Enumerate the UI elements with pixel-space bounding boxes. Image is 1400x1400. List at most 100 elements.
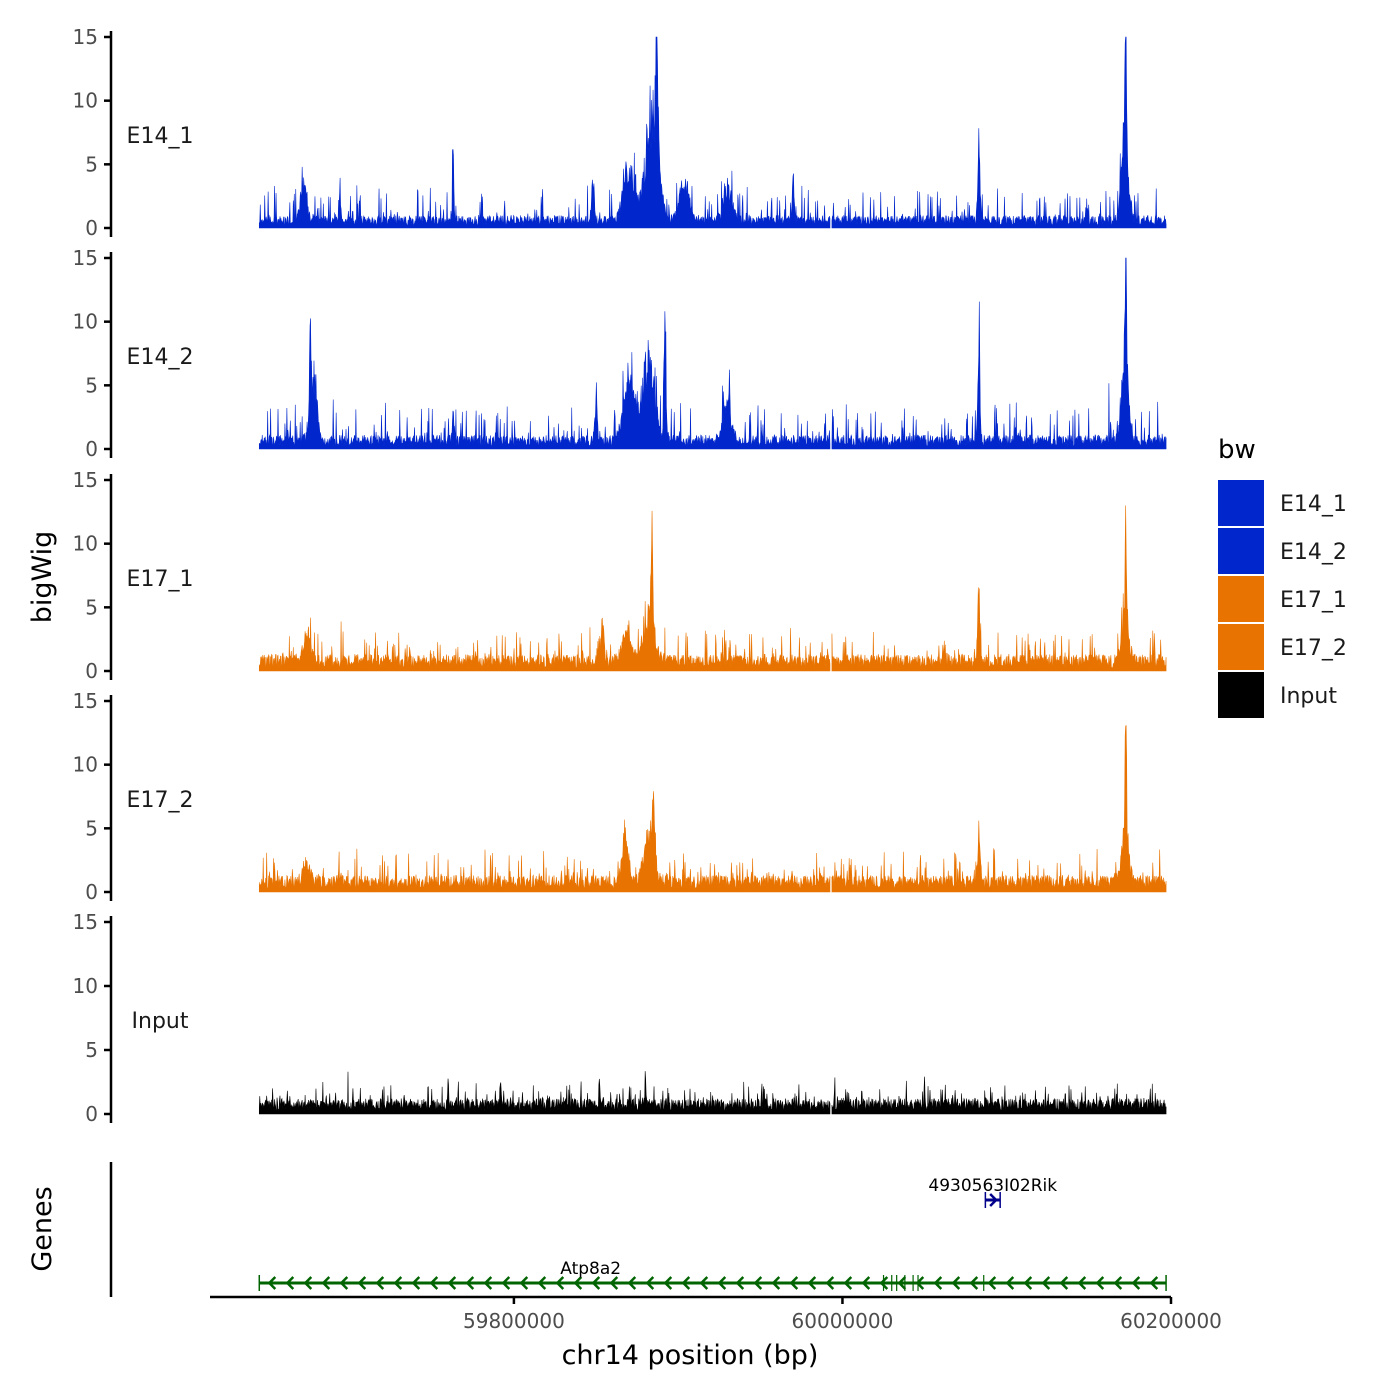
track-E17_2: 0 5 10 15 E17_2 [73, 689, 1167, 904]
y-axis-title: bigWig [27, 531, 58, 624]
y-tick-label: 5 [85, 1038, 98, 1062]
legend-label: E17_2 [1280, 636, 1347, 661]
coverage-area-E14_1 [258, 36, 1167, 229]
y-tick-label: 0 [85, 1102, 98, 1126]
strand-arrow [321, 1276, 331, 1290]
track-E14_2: 0 5 10 15 E14_2 [73, 246, 1167, 461]
strand-arrow [989, 1193, 998, 1207]
strand-arrow [1023, 1276, 1033, 1290]
strand-arrow [771, 1276, 781, 1290]
y-tick-label: 15 [73, 689, 98, 713]
strand-arrow [1005, 1276, 1015, 1290]
strand-arrow [825, 1276, 835, 1290]
x-axis-title: chr14 position (bp) [562, 1340, 819, 1371]
genes-track-title: Genes [27, 1186, 58, 1271]
strand-arrow [1077, 1276, 1087, 1290]
y-tick-label: 0 [85, 659, 98, 683]
coverage-tracks: 0 5 10 15 E14_1 0 5 10 15 E14_2 0 5 10 15 E17_1 0 5 10 15 E… [73, 25, 1167, 1126]
strand-arrow [861, 1276, 871, 1290]
strand-arrow [1131, 1276, 1141, 1290]
track-Input: 0 5 10 15 Input [73, 910, 1167, 1126]
legend-label: E17_1 [1280, 588, 1347, 613]
y-tick-label: 0 [85, 216, 98, 240]
strand-arrow [843, 1276, 853, 1290]
y-tick-label: 15 [73, 468, 98, 492]
strand-arrow [1113, 1276, 1123, 1290]
strand-arrow [933, 1276, 943, 1290]
strand-arrow [987, 1276, 997, 1290]
strand-arrow [807, 1276, 817, 1290]
strand-arrow [1095, 1276, 1105, 1290]
track-label: E17_1 [127, 567, 194, 592]
legend: bw E14_1 E14_2 E17_1 E17_2 Input [1218, 435, 1347, 718]
strand-arrow [1059, 1276, 1069, 1290]
strand-arrow [573, 1276, 583, 1290]
legend-label: E14_1 [1280, 492, 1347, 517]
y-tick-label: 15 [73, 246, 98, 270]
legend-key-E17_1 [1218, 576, 1264, 622]
y-tick-label: 10 [73, 89, 98, 113]
gene-label: Atp8a2 [560, 1259, 621, 1279]
strand-arrow [897, 1276, 907, 1290]
strand-arrow [591, 1276, 601, 1290]
strand-arrow [285, 1276, 295, 1290]
strand-arrow [681, 1276, 691, 1290]
coverage-area-Input [258, 1071, 1167, 1115]
strand-arrow [915, 1276, 925, 1290]
x-tick-label: 59800000 [463, 1309, 565, 1333]
legend-key-E14_1 [1218, 480, 1264, 526]
track-label: E17_2 [127, 788, 194, 813]
strand-arrow [555, 1276, 565, 1290]
x-axis: chr14 position (bp) 59800000 60000000 6020… [210, 1295, 1222, 1371]
gene-Atp8a2: Atp8a2 [258, 1259, 1167, 1291]
strand-arrow [735, 1276, 745, 1290]
y-tick-label: 5 [85, 152, 98, 176]
strand-arrow [663, 1276, 673, 1290]
strand-arrow [465, 1276, 475, 1290]
strand-arrow [303, 1276, 313, 1290]
strand-arrow [501, 1276, 511, 1290]
strand-arrow [717, 1276, 727, 1290]
track-label: E14_1 [127, 124, 194, 149]
legend-key-E14_2 [1218, 528, 1264, 574]
coverage-area-E14_2 [258, 257, 1167, 450]
strand-arrow [969, 1276, 979, 1290]
y-tick-label: 10 [73, 532, 98, 556]
strand-arrow [393, 1276, 403, 1290]
track-label: Input [132, 1009, 189, 1034]
strand-arrow [879, 1276, 889, 1290]
track-E17_1: 0 5 10 15 E17_1 [73, 468, 1167, 683]
y-tick-label: 5 [85, 816, 98, 840]
strand-arrow [753, 1276, 763, 1290]
strand-arrow [411, 1276, 421, 1290]
strand-arrow [375, 1276, 385, 1290]
gene-annotation-track: Genes Atp8a2 4930563I02Rik [27, 1162, 1167, 1297]
x-tick-label: 60000000 [792, 1309, 894, 1333]
strand-arrow [537, 1276, 547, 1290]
gene-label: 4930563I02Rik [928, 1176, 1057, 1196]
x-tick-label: 60200000 [1120, 1309, 1222, 1333]
legend-label: E14_2 [1280, 540, 1347, 565]
y-tick-label: 0 [85, 437, 98, 461]
strand-arrow [951, 1276, 961, 1290]
strand-arrow [483, 1276, 493, 1290]
strand-arrow [447, 1276, 457, 1290]
strand-arrow [699, 1276, 709, 1290]
legend-key-E17_2 [1218, 624, 1264, 670]
strand-arrow [267, 1276, 277, 1290]
legend-key-Input [1218, 672, 1264, 718]
legend-label: Input [1280, 684, 1337, 709]
coverage-area-E17_2 [258, 725, 1167, 893]
strand-arrow [1041, 1276, 1051, 1290]
y-tick-label: 10 [73, 753, 98, 777]
strand-arrow [519, 1276, 529, 1290]
coverage-area-E17_1 [258, 505, 1167, 672]
y-tick-label: 10 [73, 974, 98, 998]
y-tick-label: 0 [85, 880, 98, 904]
y-tick-label: 5 [85, 595, 98, 619]
strand-arrow [645, 1276, 655, 1290]
y-tick-label: 15 [73, 910, 98, 934]
strand-arrow [357, 1276, 367, 1290]
y-tick-label: 10 [73, 310, 98, 334]
